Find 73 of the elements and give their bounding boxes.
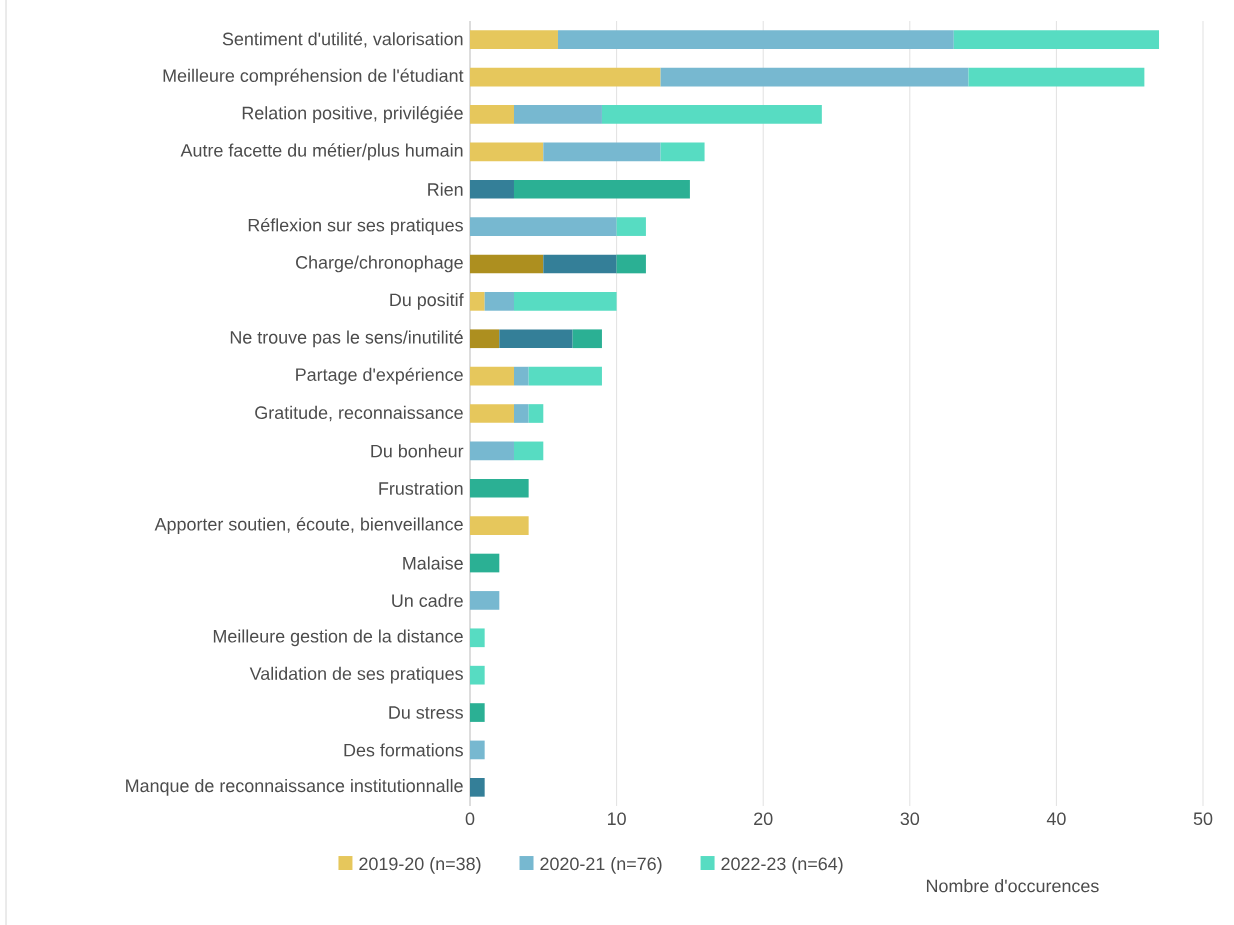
bar: [660, 67, 969, 87]
bar: [470, 665, 485, 685]
bar: [513, 292, 617, 311]
y-tick-label: Validation de ses pratiques: [249, 666, 463, 684]
x-tick-label: 10: [608, 812, 626, 826]
bar: [513, 105, 602, 124]
bar: [470, 67, 661, 87]
bar: [470, 292, 485, 311]
bar: [470, 740, 485, 760]
bar: [470, 478, 529, 498]
y-tick-label: Réflexion sur ses pratiques: [248, 218, 463, 236]
bar: [513, 179, 690, 199]
bar: [470, 441, 514, 461]
bar: [513, 404, 529, 423]
bar: [470, 142, 544, 162]
y-tick-label: Meilleure gestion de la distance: [213, 629, 463, 647]
x-tick-label: 20: [754, 812, 773, 826]
y-tick-label: Apporter soutien, écoute, bienveillance: [154, 517, 463, 535]
y-tick-label: Sentiment d'utilité, valorisation: [222, 31, 463, 48]
bar: [543, 254, 617, 274]
y-tick-label: Meilleure compréhension de l'étudiant: [163, 68, 464, 86]
y-tick-label: Rien: [428, 182, 463, 196]
y-tick-label: Charge/chronophage: [296, 255, 463, 273]
bar: [470, 404, 514, 423]
y-tick-label: Du stress: [389, 706, 463, 719]
y-tick-label: Un cadre: [392, 593, 463, 608]
x-axis-title: Nombre d'occurences: [926, 879, 1099, 893]
bar: [953, 30, 1160, 50]
bar: [470, 553, 500, 573]
bar: [470, 105, 514, 124]
bar: [616, 217, 646, 236]
bar: [528, 366, 602, 386]
y-tick-label: Des formations: [344, 743, 463, 757]
legend-label: 2020-21 (n=76): [540, 857, 662, 874]
bar: [616, 254, 646, 274]
bar: [470, 591, 500, 610]
bar: [470, 179, 514, 199]
bar: [601, 105, 822, 124]
bar: [470, 628, 485, 648]
y-tick-label: Gratitude, reconnaissance: [255, 405, 463, 422]
bar: [470, 254, 544, 274]
bar: [470, 217, 617, 236]
bar: [513, 366, 529, 386]
bar: [470, 516, 529, 535]
y-tick-label: Frustration: [379, 481, 463, 495]
bar: [470, 703, 485, 722]
bar: [470, 777, 485, 797]
legend-label: 2022-23 (n=64): [721, 857, 843, 874]
bar: [557, 30, 954, 50]
bar: [470, 329, 500, 349]
bar: [484, 292, 514, 311]
y-tick-label: Ne trouve pas le sens/inutilité: [230, 330, 463, 348]
x-tick-label: 50: [1193, 812, 1213, 826]
bar: [528, 404, 544, 423]
bar: [543, 142, 661, 162]
y-tick-label: Relation positive, privilégiée: [242, 105, 463, 123]
y-tick-label: Du bonheur: [371, 444, 464, 458]
legend-label: 2019-20 (n=38): [359, 857, 481, 874]
y-tick-label: Autre facette du métier/plus humain: [180, 143, 463, 161]
bar: [660, 142, 705, 162]
bar: [968, 67, 1145, 87]
x-tick-label: 30: [900, 812, 920, 826]
y-tick-label: Manque de reconnaissance institutionnalle: [126, 778, 463, 796]
y-tick-label: Du positif: [390, 293, 464, 310]
bar: [513, 441, 544, 461]
bar: [572, 329, 602, 349]
y-tick-label: Partage d'expérience: [296, 367, 463, 385]
bar: [470, 30, 558, 50]
x-tick-label: 40: [1046, 812, 1066, 826]
bar: [499, 329, 573, 349]
bar: [470, 366, 514, 386]
x-tick-label: 0: [465, 812, 475, 826]
y-tick-label: Malaise: [403, 556, 463, 570]
